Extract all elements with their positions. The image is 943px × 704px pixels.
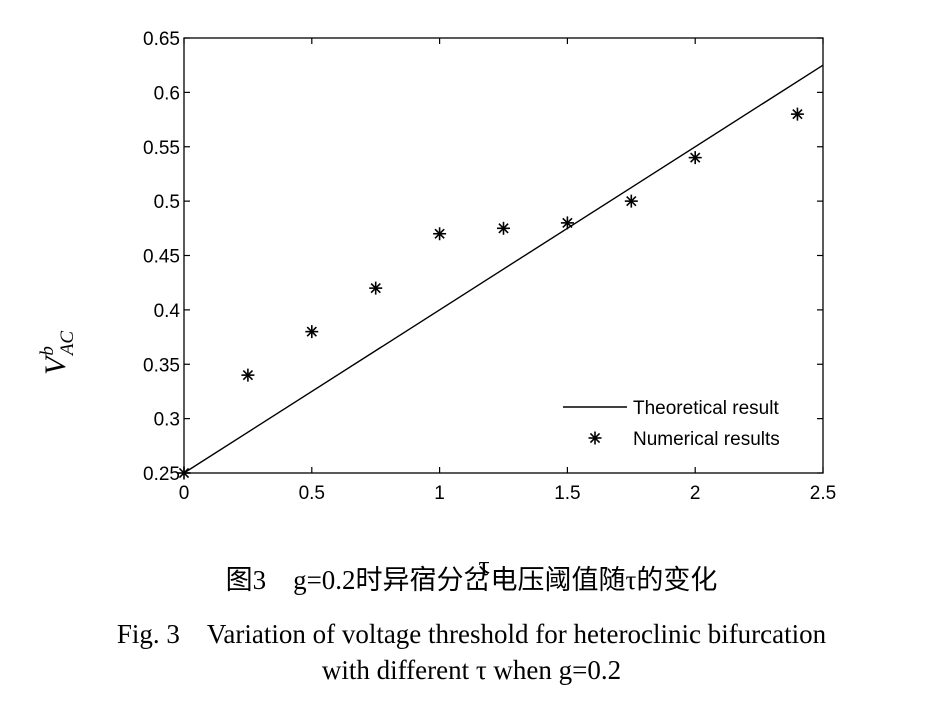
numerical-result-point bbox=[497, 221, 510, 235]
x-tick-label: 0 bbox=[179, 483, 190, 504]
y-axis-ticks: 0.25 0.3 0.35 0.4 0.45 0.5 0.55 0.6 0.65 bbox=[143, 29, 823, 485]
legend-label-theoretical: Theoretical result bbox=[633, 398, 779, 419]
x-tick-label: 2.5 bbox=[810, 483, 836, 504]
numerical-result-point bbox=[688, 151, 702, 165]
y-tick-label: 0.4 bbox=[154, 301, 181, 322]
legend-label-numerical: Numerical results bbox=[633, 429, 780, 450]
legend: Theoretical result Numerical results bbox=[563, 398, 780, 450]
legend-star-sample bbox=[588, 431, 602, 445]
x-tick-label: 2 bbox=[690, 483, 701, 504]
caption-english-line2: with different τ when g=0.2 bbox=[321, 655, 622, 685]
chart: 0.25 0.3 0.35 0.4 0.45 0.5 0.55 0.6 0.65 0 0.5 1 1.… bbox=[37, 29, 836, 580]
numerical-result-point bbox=[433, 227, 447, 241]
numerical-result-point bbox=[624, 194, 638, 208]
plot-frame bbox=[183, 37, 824, 474]
caption-chinese: 图3 g=0.2时异宿分岔电压阈值随τ的变化 bbox=[225, 565, 718, 595]
y-tick-label: 0.25 bbox=[143, 464, 180, 485]
y-tick-label: 0.35 bbox=[143, 355, 180, 376]
x-axis-label: τ bbox=[478, 551, 489, 580]
y-tick-label: 0.45 bbox=[143, 247, 180, 268]
x-tick-label: 1.5 bbox=[554, 483, 580, 504]
numerical-result-point bbox=[241, 368, 255, 382]
numerical-result-point bbox=[560, 216, 574, 230]
y-tick-label: 0.3 bbox=[154, 410, 180, 431]
y-tick-label: 0.6 bbox=[154, 83, 180, 104]
y-tick-label: 0.55 bbox=[143, 138, 180, 159]
numerical-result-point bbox=[369, 281, 383, 295]
plot-series bbox=[177, 64, 824, 480]
y-tick-label: 0.65 bbox=[143, 29, 180, 50]
numerical-result-point bbox=[305, 325, 319, 339]
caption-english-line1: Fig. 3 Variation of voltage threshold fo… bbox=[116, 619, 827, 649]
x-tick-label: 1 bbox=[434, 483, 445, 504]
y-tick-label: 0.5 bbox=[154, 192, 180, 213]
x-axis-ticks: 0 0.5 1 1.5 2 2.5 bbox=[179, 38, 836, 504]
numerical-result-point bbox=[790, 107, 804, 121]
x-tick-label: 0.5 bbox=[299, 483, 325, 504]
y-axis-label: VbAC bbox=[37, 331, 78, 375]
theoretical-result-line bbox=[183, 64, 824, 474]
